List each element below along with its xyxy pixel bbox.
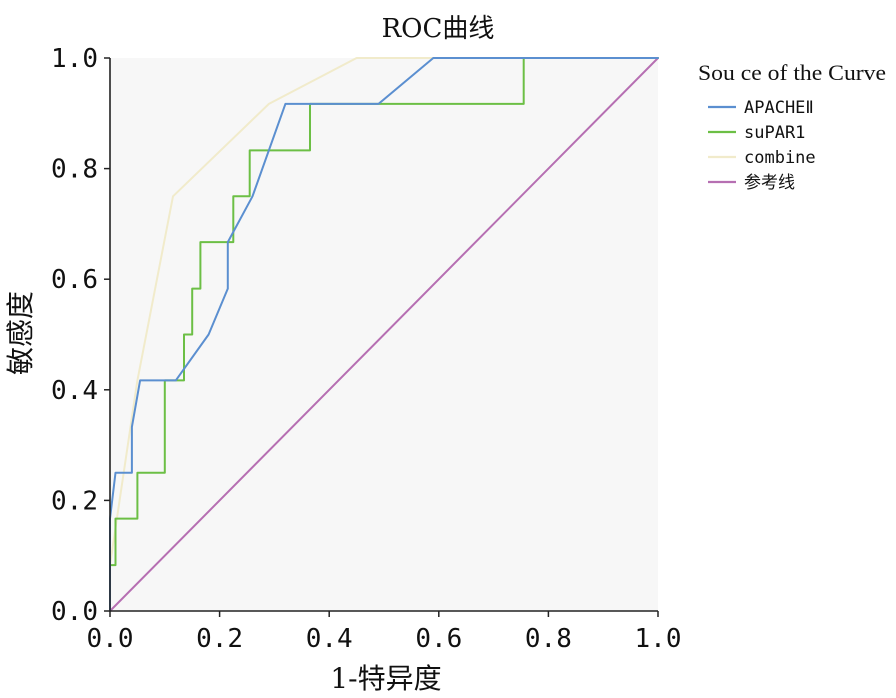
x-tick-label-4: 0.8 — [525, 624, 572, 654]
legend-label-1: suPAR1 — [744, 123, 805, 143]
legend-items: APACHEⅡ suPAR1 combine 参考线 — [708, 98, 816, 193]
legend: Sou ce of the Curve APACHEⅡ suPAR1 combine… — [698, 60, 886, 193]
y-tick-label-1: 0.2 — [51, 486, 98, 516]
chart-title: ROC曲线 — [382, 14, 495, 44]
x-tick-label-0: 0.0 — [87, 624, 134, 654]
x-tick-label-3: 0.6 — [415, 624, 462, 654]
legend-label-2: combine — [744, 148, 816, 168]
x-axis-title: 1-特异度 — [330, 662, 441, 695]
tick-layer: 0.0 0.2 0.4 0.6 0.8 1.0 0.0 0.2 0.4 0.6 0.8 1.0 — [51, 44, 681, 654]
y-tick-label-3: 0.6 — [51, 265, 98, 295]
y-axis-title: 敏感度 — [4, 291, 37, 375]
x-tick-label-5: 1.0 — [635, 624, 682, 654]
legend-label-0: APACHEⅡ — [744, 98, 814, 118]
series-line-3 — [109, 57, 659, 612]
y-tick-label-2: 0.4 — [51, 376, 98, 406]
x-tick-label-2: 0.4 — [306, 624, 353, 654]
y-tick-label-4: 0.8 — [51, 155, 98, 185]
y-tick-label-0: 0.0 — [51, 597, 98, 627]
legend-title: Sou ce of the Curve — [698, 60, 886, 85]
legend-label-3: 参考线 — [744, 173, 795, 193]
series-line-0 — [109, 57, 659, 612]
x-tick-label-1: 0.2 — [196, 624, 243, 654]
axis-layer — [109, 58, 658, 612]
series-line-1 — [109, 57, 659, 612]
y-tick-label-5: 1.0 — [51, 44, 98, 74]
